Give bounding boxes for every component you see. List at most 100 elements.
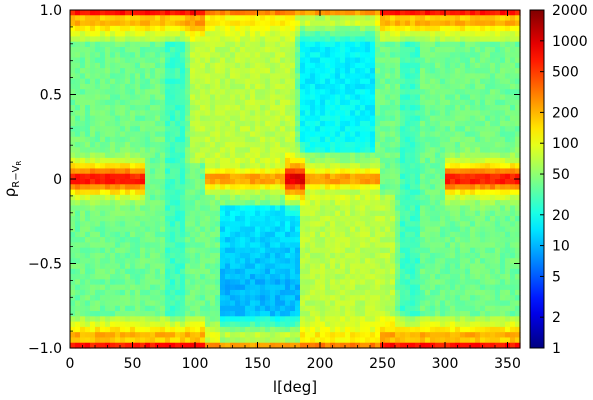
heatmap-cell	[345, 31, 351, 38]
heatmap-cell	[425, 31, 431, 38]
heatmap-cell	[350, 258, 356, 265]
heatmap-cell	[75, 179, 81, 185]
heatmap-cell	[150, 342, 156, 349]
heatmap-cell	[280, 105, 286, 111]
heatmap-cell	[75, 136, 81, 143]
heatmap-cell	[245, 295, 251, 302]
heatmap-cell	[445, 300, 451, 307]
heatmap-cell	[440, 210, 446, 217]
heatmap-cell	[245, 110, 251, 117]
heatmap-cell	[170, 210, 176, 217]
heatmap-cell	[385, 157, 391, 164]
heatmap-cell	[155, 226, 161, 233]
heatmap-cell	[320, 342, 326, 349]
heatmap-cell	[195, 200, 201, 207]
heatmap-cell	[80, 279, 86, 286]
heatmap-cell	[275, 337, 281, 344]
heatmap-cell	[175, 284, 181, 291]
heatmap-cell	[90, 36, 96, 43]
heatmap-cell	[185, 152, 191, 159]
heatmap-cell	[90, 110, 96, 117]
heatmap-cell	[260, 99, 266, 106]
heatmap-cell	[205, 120, 211, 127]
heatmap-cell	[160, 142, 166, 148]
heatmap-cell	[120, 25, 126, 32]
heatmap-cell	[150, 252, 156, 259]
heatmap-cell	[115, 289, 121, 296]
heatmap-cell	[205, 231, 211, 238]
heatmap-cell	[275, 152, 281, 159]
heatmap-cell	[345, 105, 351, 111]
heatmap-cell	[230, 83, 236, 90]
heatmap-cell	[345, 73, 351, 80]
heatmap-cell	[225, 252, 231, 259]
heatmap-cell	[395, 173, 401, 180]
heatmap-cell	[295, 242, 301, 249]
heatmap-cell	[380, 131, 386, 138]
heatmap-cell	[140, 62, 146, 69]
heatmap-cell	[270, 78, 276, 85]
heatmap-cell	[330, 105, 336, 111]
heatmap-cell	[280, 247, 286, 254]
heatmap-cell	[75, 152, 81, 159]
heatmap-cell	[415, 31, 421, 38]
heatmap-cell	[105, 83, 111, 90]
heatmap-cell	[260, 252, 266, 259]
heatmap-cell	[240, 221, 246, 228]
heatmap-cell	[400, 120, 406, 127]
heatmap-cell	[115, 205, 121, 212]
heatmap-cell	[100, 36, 106, 43]
heatmap-cell	[175, 205, 181, 212]
heatmap-cell	[175, 200, 181, 207]
heatmap-cell	[400, 311, 406, 317]
heatmap-cell	[205, 295, 211, 302]
heatmap-cell	[215, 332, 221, 339]
heatmap-cell	[270, 215, 276, 222]
heatmap-cell	[110, 163, 116, 170]
heatmap-cell	[275, 62, 281, 69]
heatmap-cell	[430, 120, 436, 127]
heatmap-cell	[395, 83, 401, 90]
heatmap-cell	[155, 247, 161, 254]
heatmap-cell	[180, 57, 186, 64]
heatmap-cell	[160, 205, 166, 212]
heatmap-cell	[150, 179, 156, 185]
heatmap-cell	[225, 131, 231, 138]
heatmap-cell	[345, 131, 351, 138]
heatmap-cell	[330, 131, 336, 138]
heatmap-cell	[280, 289, 286, 296]
heatmap-cell	[300, 89, 306, 96]
heatmap-cell	[260, 115, 266, 122]
heatmap-cell	[285, 83, 291, 90]
heatmap-cell	[135, 221, 141, 228]
heatmap-cell	[440, 142, 446, 148]
heatmap-cell	[205, 332, 211, 339]
heatmap-cell	[205, 179, 211, 185]
heatmap-cell	[290, 131, 296, 138]
heatmap-cell	[345, 300, 351, 307]
heatmap-cell	[360, 31, 366, 38]
heatmap-cell	[180, 184, 186, 191]
heatmap-cell	[305, 268, 311, 275]
heatmap-cell	[220, 20, 226, 27]
heatmap-cell	[155, 189, 161, 196]
heatmap-cell	[180, 189, 186, 196]
heatmap-cell	[150, 300, 156, 307]
heatmap-cell	[395, 142, 401, 148]
heatmap-cell	[340, 152, 346, 159]
heatmap-cell	[235, 268, 241, 275]
heatmap-cell	[280, 252, 286, 259]
heatmap-cell	[410, 36, 416, 43]
heatmap-cell	[110, 152, 116, 159]
heatmap-cell	[325, 194, 331, 201]
heatmap-cell	[115, 52, 121, 59]
heatmap-cell	[150, 126, 156, 133]
heatmap-cell	[275, 147, 281, 154]
heatmap-cell	[170, 179, 176, 185]
heatmap-cell	[120, 242, 126, 249]
heatmap-cell	[145, 10, 151, 16]
heatmap-cell	[260, 89, 266, 96]
heatmap-cell	[335, 295, 341, 302]
heatmap-cell	[415, 41, 421, 48]
heatmap-cell	[285, 57, 291, 64]
